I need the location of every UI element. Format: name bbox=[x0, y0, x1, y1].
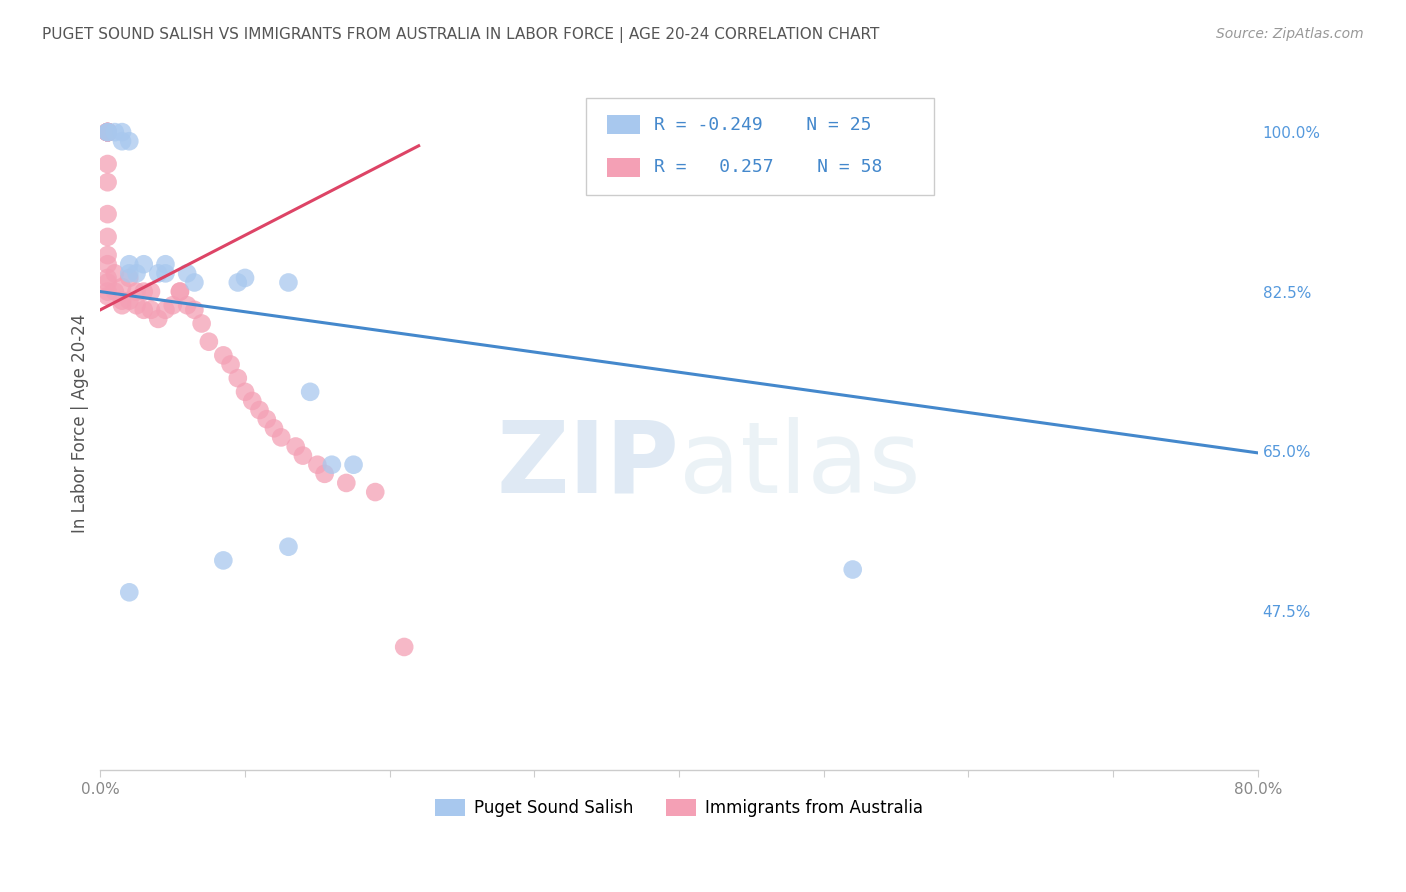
Point bbox=[125, 298, 148, 312]
Point bbox=[125, 266, 148, 280]
Point bbox=[111, 280, 134, 294]
Point bbox=[97, 271, 120, 285]
Point bbox=[240, 393, 263, 408]
Point bbox=[104, 266, 127, 280]
Point bbox=[97, 125, 120, 139]
Point bbox=[97, 248, 120, 262]
Point bbox=[169, 285, 191, 299]
Point bbox=[97, 289, 120, 303]
Point bbox=[284, 440, 307, 454]
Point bbox=[97, 125, 120, 139]
Point bbox=[291, 449, 314, 463]
Point bbox=[226, 276, 249, 290]
Point bbox=[97, 257, 120, 271]
FancyBboxPatch shape bbox=[586, 98, 934, 195]
Point bbox=[263, 421, 285, 435]
Point bbox=[97, 125, 120, 139]
Y-axis label: In Labor Force | Age 20-24: In Labor Force | Age 20-24 bbox=[72, 314, 89, 533]
Point bbox=[335, 475, 357, 490]
Point bbox=[219, 358, 242, 372]
Point bbox=[256, 412, 278, 426]
Point bbox=[307, 458, 329, 472]
Point bbox=[212, 553, 235, 567]
Point bbox=[212, 348, 235, 362]
Point bbox=[97, 207, 120, 221]
Text: atlas: atlas bbox=[679, 417, 921, 514]
Point bbox=[190, 317, 212, 331]
Point bbox=[97, 276, 120, 290]
Point bbox=[97, 125, 120, 139]
Point bbox=[118, 266, 141, 280]
Point bbox=[183, 276, 205, 290]
Point bbox=[176, 266, 198, 280]
Point bbox=[841, 562, 863, 576]
Point bbox=[104, 125, 127, 139]
Point bbox=[249, 403, 271, 417]
Point bbox=[97, 125, 120, 139]
Point bbox=[155, 302, 177, 317]
Point bbox=[342, 458, 364, 472]
Point bbox=[155, 257, 177, 271]
Text: PUGET SOUND SALISH VS IMMIGRANTS FROM AUSTRALIA IN LABOR FORCE | AGE 20-24 CORRE: PUGET SOUND SALISH VS IMMIGRANTS FROM AU… bbox=[42, 27, 880, 43]
Point bbox=[132, 302, 155, 317]
Point bbox=[97, 285, 120, 299]
Point bbox=[118, 585, 141, 599]
Point bbox=[155, 266, 177, 280]
Point bbox=[125, 285, 148, 299]
Point bbox=[139, 285, 162, 299]
Point bbox=[226, 371, 249, 385]
Text: ZIP: ZIP bbox=[496, 417, 679, 514]
Point bbox=[270, 430, 292, 444]
Point bbox=[118, 257, 141, 271]
Point bbox=[118, 271, 141, 285]
Point bbox=[198, 334, 221, 349]
Point bbox=[233, 384, 256, 399]
Point bbox=[169, 285, 191, 299]
Point bbox=[321, 458, 343, 472]
Point bbox=[277, 276, 299, 290]
Point bbox=[97, 125, 120, 139]
Point bbox=[277, 540, 299, 554]
Point bbox=[111, 298, 134, 312]
Point bbox=[314, 467, 336, 481]
Point bbox=[97, 175, 120, 189]
Point bbox=[148, 266, 170, 280]
Point bbox=[132, 285, 155, 299]
Point bbox=[97, 125, 120, 139]
Point bbox=[97, 230, 120, 244]
Point bbox=[176, 298, 198, 312]
Point bbox=[162, 298, 184, 312]
Text: R =   0.257    N = 58: R = 0.257 N = 58 bbox=[654, 159, 882, 177]
Legend: Puget Sound Salish, Immigrants from Australia: Puget Sound Salish, Immigrants from Aust… bbox=[429, 792, 929, 824]
Text: R = -0.249    N = 25: R = -0.249 N = 25 bbox=[654, 116, 872, 134]
Point bbox=[104, 285, 127, 299]
Point bbox=[118, 134, 141, 148]
Point bbox=[148, 312, 170, 326]
Point bbox=[111, 125, 134, 139]
Point bbox=[97, 125, 120, 139]
Point bbox=[139, 302, 162, 317]
Point bbox=[97, 125, 120, 139]
Point bbox=[111, 293, 134, 308]
Point bbox=[97, 125, 120, 139]
Point bbox=[233, 271, 256, 285]
Point bbox=[97, 157, 120, 171]
FancyBboxPatch shape bbox=[607, 115, 640, 134]
Point bbox=[299, 384, 322, 399]
Point bbox=[97, 125, 120, 139]
FancyBboxPatch shape bbox=[607, 158, 640, 178]
Point bbox=[111, 134, 134, 148]
Text: Source: ZipAtlas.com: Source: ZipAtlas.com bbox=[1216, 27, 1364, 41]
Point bbox=[118, 293, 141, 308]
Point bbox=[392, 640, 415, 654]
Point bbox=[97, 125, 120, 139]
Point bbox=[364, 485, 387, 500]
Point bbox=[132, 257, 155, 271]
Point bbox=[183, 302, 205, 317]
